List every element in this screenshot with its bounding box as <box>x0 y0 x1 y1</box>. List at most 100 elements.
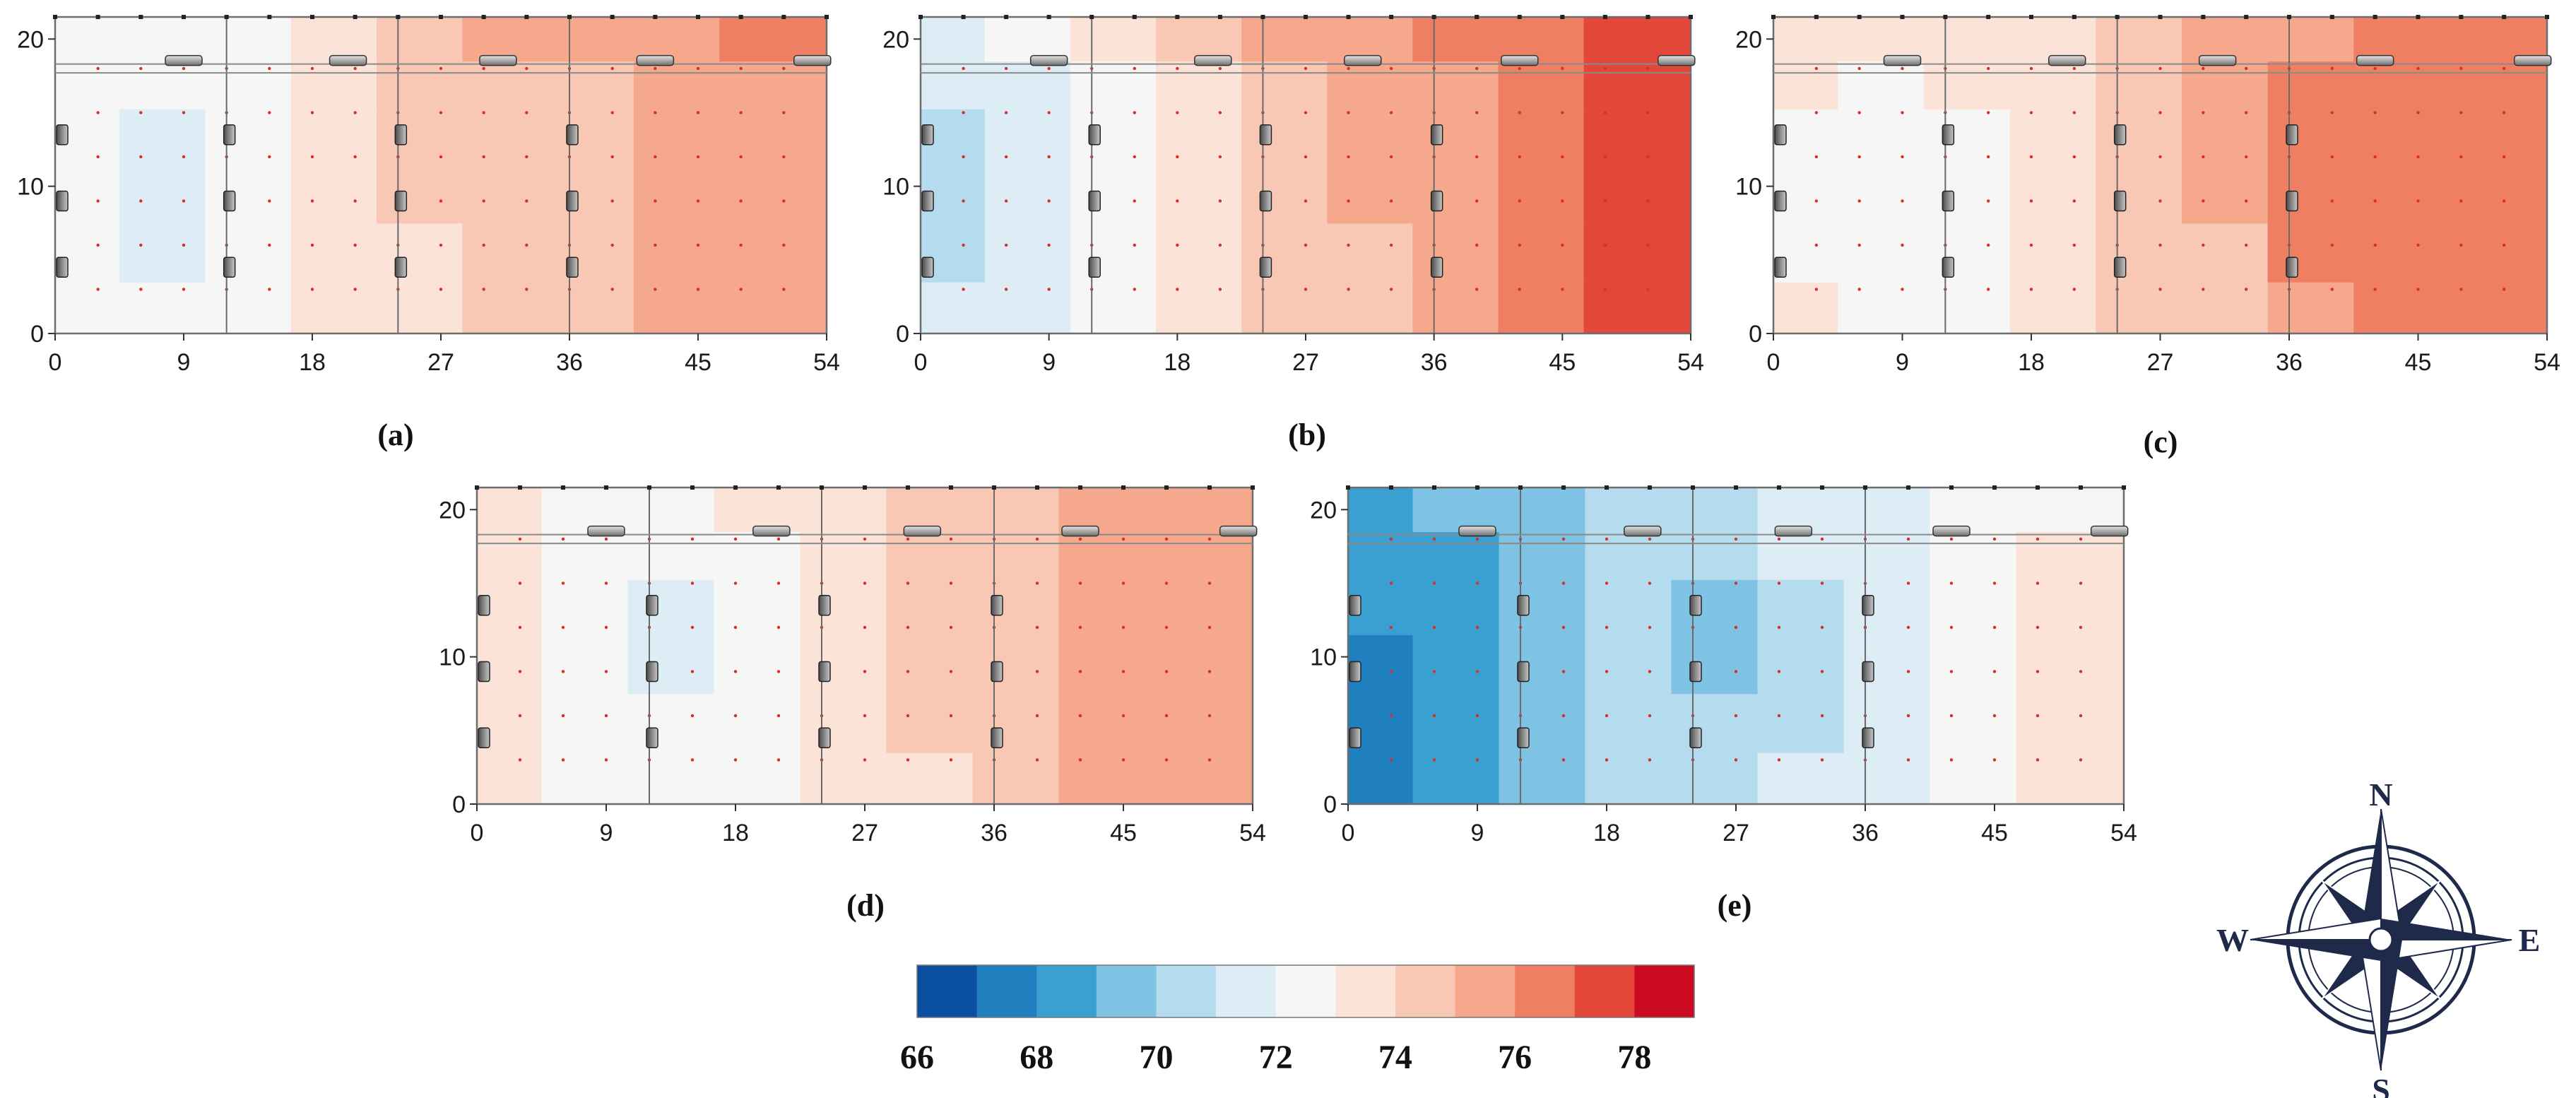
sensor-point <box>96 288 100 291</box>
sensor-point <box>2244 199 2248 203</box>
wall-heater <box>646 727 658 748</box>
wall-heater <box>1088 256 1101 278</box>
sensor-point <box>1035 758 1039 762</box>
heat-cell <box>1671 693 1759 753</box>
heat-cell <box>205 164 292 224</box>
sensor-point <box>2459 111 2463 114</box>
frame-marker <box>561 485 565 490</box>
heat-cell <box>1923 61 2011 110</box>
sensor-point <box>1901 243 1904 247</box>
sensor-point <box>696 66 700 71</box>
sensor-point <box>610 155 614 159</box>
heat-cell <box>1838 61 1925 110</box>
wall-heater <box>1942 190 1955 212</box>
heat-cell <box>972 752 1060 805</box>
sensor-point <box>2459 199 2463 203</box>
frame-marker <box>1820 485 1824 490</box>
y-tick-label: 10 <box>882 174 909 201</box>
wall-heater <box>1088 124 1101 146</box>
heat-cell <box>548 223 634 283</box>
sensor-point <box>696 155 700 159</box>
wall-heater <box>1774 190 1787 212</box>
heat-cell <box>205 61 292 110</box>
sensor-point <box>733 758 738 762</box>
heat-cell <box>1145 752 1253 805</box>
sensor-point <box>1218 155 1222 159</box>
sensor-point <box>2416 243 2420 247</box>
sensor-point <box>1906 758 1910 762</box>
sensor-point <box>2202 199 2205 203</box>
heat-cell <box>1156 17 1242 62</box>
sensor-point <box>1432 537 1436 541</box>
sensor-point <box>696 199 700 203</box>
sensor-point <box>482 243 485 247</box>
frame-marker <box>1648 485 1652 490</box>
frame-marker <box>690 485 695 490</box>
heat-cell <box>2353 109 2440 165</box>
heat-cell <box>1923 282 2011 334</box>
heat-cell <box>1070 61 1157 110</box>
sensor-point <box>1121 758 1125 762</box>
heat-cell <box>1773 282 1838 334</box>
heat-cell <box>714 531 801 580</box>
frame-marker <box>2329 15 2334 19</box>
sensor-point <box>1646 155 1650 159</box>
x-tick-label: 9 <box>1042 349 1056 376</box>
sensor-point <box>906 714 910 718</box>
sensor-point <box>949 714 953 718</box>
heat-cell <box>921 61 986 110</box>
heat-cell <box>2353 61 2440 110</box>
y-tick-label: 20 <box>882 26 909 53</box>
sensor-point <box>690 625 695 630</box>
wall-heater <box>921 256 934 278</box>
frame-marker <box>2373 15 2377 19</box>
heat-cell <box>477 488 543 533</box>
x-tick-label: 18 <box>1164 349 1190 376</box>
x-tick-label: 45 <box>1981 820 2008 846</box>
sensor-point <box>2079 714 2083 718</box>
heat-cell <box>886 752 974 805</box>
sensor-point <box>1133 111 1136 114</box>
x-tick-label: 18 <box>2018 349 2045 376</box>
frame-marker <box>2416 15 2421 19</box>
sensor-point <box>1207 758 1212 762</box>
sensor-point <box>739 288 743 291</box>
colorbar-swatch <box>1395 965 1456 1017</box>
sensor-point <box>1561 155 1564 159</box>
panel-caption: (a) <box>377 418 413 452</box>
frame-marker <box>1251 485 1255 490</box>
frame-marker <box>1389 485 1393 490</box>
colorbar-label: 70 <box>1139 1039 1173 1076</box>
x-tick-label: 36 <box>1852 820 1879 846</box>
sensor-point <box>439 199 443 203</box>
frame-marker <box>1602 15 1607 19</box>
y-tick-label: 20 <box>439 497 466 524</box>
heat-cell <box>462 282 549 334</box>
sensor-point <box>739 155 743 159</box>
colorbar-swatch <box>1634 965 1695 1017</box>
y-tick-label: 10 <box>17 174 44 201</box>
fan-unit <box>2356 54 2394 66</box>
heat-cell <box>634 164 720 224</box>
heat-cell <box>1499 634 1586 695</box>
compass-rose: N S W E <box>2216 777 2540 1098</box>
sensor-point <box>2459 288 2463 291</box>
heat-cell <box>800 634 887 695</box>
heat-cell <box>886 531 974 580</box>
sensor-point <box>1164 537 1169 541</box>
frame-marker <box>647 485 651 490</box>
heat-cell <box>1499 531 1586 580</box>
heat-cell <box>290 223 377 283</box>
frame-marker <box>1906 485 1910 490</box>
sensor-point <box>1777 625 1781 630</box>
sensor-point <box>518 537 522 541</box>
heat-cell <box>1412 61 1499 110</box>
heat-cell <box>1838 17 1925 62</box>
heat-cell <box>984 109 1071 165</box>
sensor-point <box>2502 243 2506 247</box>
frame-marker <box>610 15 615 19</box>
sensor-point <box>1949 625 1954 630</box>
heat-cell <box>205 109 292 165</box>
heat-cell <box>714 693 801 753</box>
y-tick-label: 10 <box>1310 644 1337 671</box>
